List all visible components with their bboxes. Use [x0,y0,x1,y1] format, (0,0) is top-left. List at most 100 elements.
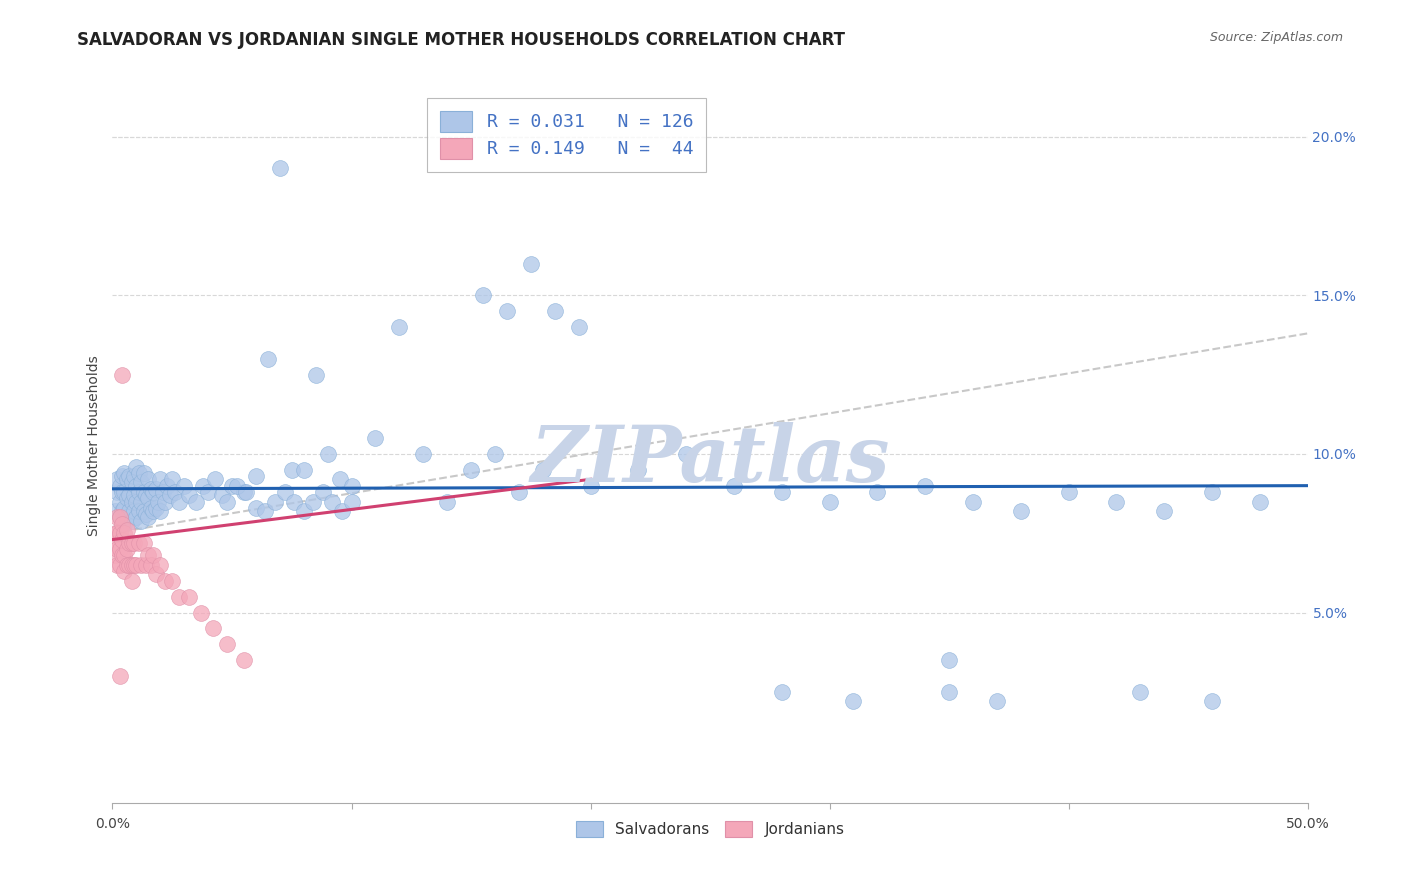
Point [105,472,128,486]
Point [204,472,226,486]
Point [302,494,325,508]
Point [142,549,165,563]
Point [115,523,138,537]
Point [197,485,219,500]
Point [364,431,387,445]
Point [292,504,315,518]
Point [132,466,155,480]
Point [125,478,148,492]
Point [149,558,172,572]
Point [412,447,434,461]
Point [105,485,128,500]
Point [460,463,482,477]
Point [142,485,165,500]
Point [104,526,127,541]
Point [125,494,148,508]
Point [104,504,127,518]
Point [145,482,167,496]
Point [156,478,179,492]
Point [121,514,143,528]
Point [114,500,135,515]
Point [211,488,233,502]
Point [111,549,134,563]
Point [162,574,183,588]
Point [135,558,157,572]
Point [316,447,339,461]
Point [108,542,131,557]
Point [245,500,267,515]
Point [568,320,591,334]
Point [1129,685,1152,699]
Point [201,621,224,635]
Point [121,535,143,549]
Point [111,368,134,382]
Point [1201,485,1223,500]
Point [118,488,141,502]
Point [269,161,291,176]
Point [914,478,936,492]
Point [132,504,155,518]
Point [132,485,155,500]
Point [138,549,160,563]
Text: ZIPatlas: ZIPatlas [530,422,890,499]
Point [111,504,134,518]
Point [340,478,363,492]
Point [233,653,256,667]
Point [104,549,127,563]
Point [292,463,315,477]
Point [138,472,160,486]
Point [770,485,793,500]
Point [114,485,135,500]
Point [122,558,145,572]
Point [305,368,328,382]
Point [149,504,172,518]
Point [723,478,745,492]
Point [962,494,984,508]
Point [508,485,530,500]
Point [114,526,135,541]
Point [233,485,256,500]
Text: SALVADORAN VS JORDANIAN SINGLE MOTHER HOUSEHOLDS CORRELATION CHART: SALVADORAN VS JORDANIAN SINGLE MOTHER HO… [77,31,845,49]
Point [115,558,138,572]
Point [162,472,183,486]
Point [283,494,305,508]
Point [193,478,215,492]
Point [135,507,157,521]
Point [388,320,411,334]
Point [675,447,697,461]
Legend: Salvadorans, Jordanians: Salvadorans, Jordanians [568,814,852,845]
Point [938,685,960,699]
Point [128,485,150,500]
Point [484,447,506,461]
Point [128,466,150,480]
Point [142,504,165,518]
Point [129,514,152,528]
Point [108,510,131,524]
Point [217,637,239,651]
Point [115,491,138,506]
Point [122,535,145,549]
Point [105,558,128,572]
Point [245,469,267,483]
Point [129,494,152,508]
Point [105,526,128,541]
Point [108,669,131,683]
Point [139,558,162,572]
Point [938,653,960,667]
Point [163,485,186,500]
Point [153,494,176,508]
Point [842,694,865,708]
Point [145,500,167,515]
Point [125,459,148,474]
Point [257,351,280,366]
Point [118,535,141,549]
Point [114,516,135,531]
Point [770,685,793,699]
Point [217,494,239,508]
Point [129,475,152,490]
Point [579,478,602,492]
Point [129,558,152,572]
Point [986,694,1008,708]
Point [152,485,174,500]
Point [114,466,135,480]
